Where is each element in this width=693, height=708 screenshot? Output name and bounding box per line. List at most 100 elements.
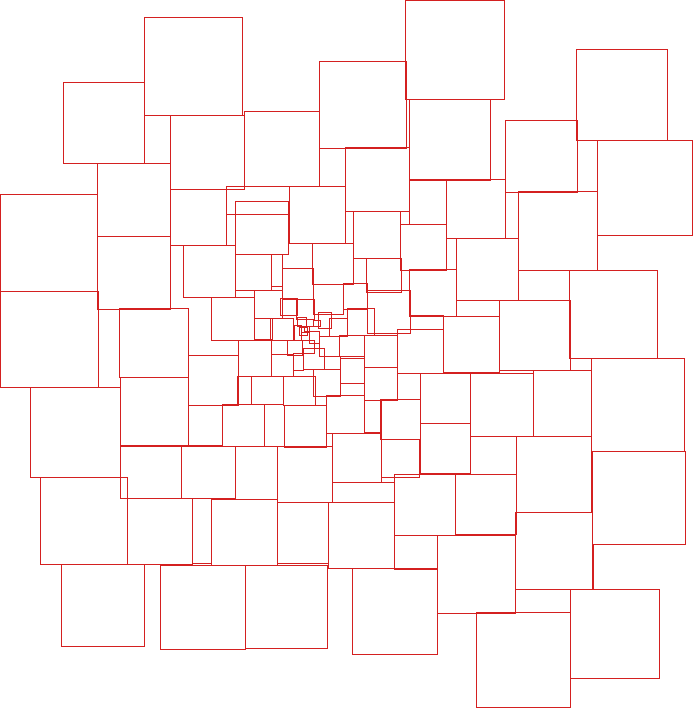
square-outline (120, 377, 189, 446)
square-outline (181, 446, 236, 499)
square-outline (282, 268, 314, 300)
square-outline (299, 327, 308, 336)
square-outline (347, 308, 375, 336)
square-outline (597, 140, 693, 236)
square-outline (345, 147, 410, 212)
square-outline (280, 298, 298, 316)
square-outline (591, 358, 685, 452)
square-outline (409, 179, 447, 225)
square-outline (251, 376, 284, 405)
square-outline (397, 329, 444, 374)
square-outline (188, 405, 223, 446)
square-outline (380, 399, 421, 440)
square-outline (312, 243, 354, 285)
square-outline (63, 82, 145, 164)
square-outline (343, 283, 368, 310)
square-outline (188, 355, 239, 406)
square-outline (328, 502, 395, 569)
square-outline (222, 404, 265, 447)
square-outline (592, 544, 594, 590)
square-outline (570, 589, 660, 679)
square-outline (394, 474, 456, 536)
square-outline (339, 335, 365, 357)
square-outline (301, 332, 310, 341)
square-outline (313, 284, 344, 315)
square-outline (409, 269, 457, 317)
square-outline (97, 236, 171, 310)
square-outline (381, 439, 420, 478)
square-outline (367, 290, 411, 334)
square-outline (284, 405, 327, 448)
square-outline (446, 179, 506, 239)
square-outline (160, 565, 246, 650)
square-outline (235, 254, 272, 291)
square-outline (319, 148, 346, 187)
square-outline (296, 299, 315, 320)
square-outline (270, 318, 294, 341)
square-outline (211, 297, 255, 341)
square-outline (0, 194, 98, 292)
square-outline (515, 589, 571, 613)
square-outline (569, 270, 658, 359)
square-outline (400, 224, 447, 271)
square-outline (319, 336, 340, 357)
square-outline (352, 568, 438, 655)
square-outline (576, 49, 668, 141)
square-outline (394, 535, 438, 570)
square-outline (420, 423, 471, 474)
square-outline (470, 373, 534, 437)
square-outline (405, 0, 505, 100)
square-outline (476, 612, 571, 708)
square-outline (144, 115, 171, 164)
square-outline (364, 335, 398, 368)
square-outline (237, 376, 252, 405)
square-outline (183, 245, 236, 298)
square-outline (516, 436, 592, 513)
square-outline (409, 99, 491, 181)
square-outline (293, 353, 304, 371)
square-outline (437, 535, 516, 614)
square-outline (470, 436, 517, 475)
square-outline (127, 498, 193, 565)
square-outline (245, 565, 328, 649)
square-outline (533, 370, 592, 437)
square-outline (332, 482, 395, 503)
square-outline (313, 369, 341, 397)
square-outline (340, 358, 365, 384)
square-outline (329, 318, 348, 337)
square-outline (456, 238, 519, 301)
square-outline (277, 502, 329, 564)
square-outline (289, 186, 346, 244)
square-outline (353, 211, 401, 259)
square-outline (30, 387, 121, 478)
square-outline (119, 308, 189, 378)
square-outline (271, 354, 294, 377)
square-outline (306, 319, 314, 327)
square-outline (324, 356, 341, 370)
square-outline (238, 340, 272, 377)
square-outline (455, 474, 517, 535)
square-outline (0, 291, 99, 388)
square-outline (283, 376, 316, 406)
square-outline (211, 499, 278, 566)
square-outline (235, 446, 278, 500)
square-outline (592, 451, 686, 545)
square-outline (170, 189, 227, 246)
square-outline (364, 367, 398, 401)
square-outline (505, 120, 578, 193)
square-outline (499, 300, 571, 371)
square-outline (40, 477, 128, 565)
square-outline (235, 201, 289, 255)
square-outline (410, 315, 444, 330)
square-outline (332, 433, 382, 483)
square-outline (518, 191, 598, 271)
square-outline (515, 512, 593, 590)
square-outline (302, 340, 315, 354)
square-outline (364, 400, 382, 433)
square-outline (192, 498, 212, 564)
square-outline (277, 446, 333, 503)
square-outline (254, 290, 283, 319)
square-outline (340, 383, 365, 396)
